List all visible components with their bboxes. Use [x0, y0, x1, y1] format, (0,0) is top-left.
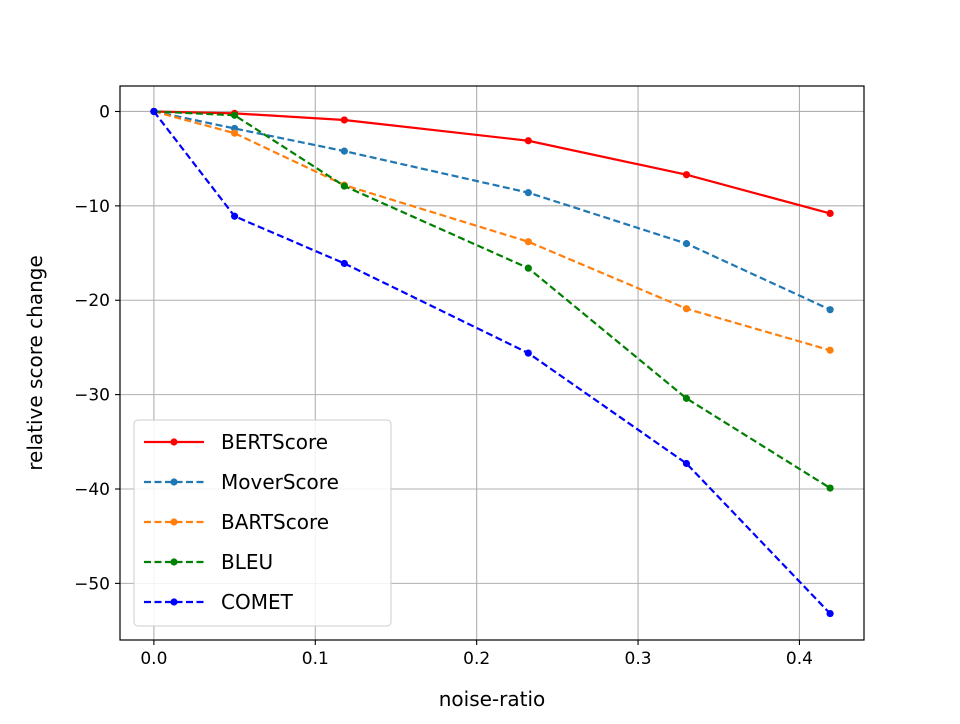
y-tick-label: −10: [74, 197, 110, 217]
series-line: [153, 110, 831, 489]
data-point: [826, 609, 834, 618]
legend-item: BARTScore: [144, 510, 329, 534]
legend-label: COMET: [221, 590, 294, 614]
series-line: [153, 110, 831, 215]
data-point: [150, 107, 158, 116]
series-bartscore: [150, 107, 834, 354]
x-tick-label: 0.0: [140, 649, 167, 669]
plot-frame: [119, 85, 865, 641]
x-tick-label: 0.2: [463, 649, 490, 669]
legend-swatch-marker: [170, 598, 178, 606]
data-point: [524, 189, 532, 197]
legend-swatch-marker: [170, 478, 178, 486]
legend-box: [133, 419, 392, 627]
data-point: [826, 209, 834, 218]
legend-item: BERTScore: [144, 430, 328, 454]
series-comet: [150, 107, 834, 618]
data-point: [682, 305, 691, 313]
data-point: [230, 212, 239, 220]
data-point: [682, 459, 691, 468]
data-point: [524, 349, 532, 357]
series-line: [153, 110, 831, 311]
data-point: [524, 137, 532, 145]
x-axis-label: noise-ratio: [439, 687, 546, 711]
data-point: [682, 394, 691, 402]
data-point: [230, 111, 239, 119]
data-point: [826, 346, 834, 354]
legend-label: BARTScore: [221, 510, 329, 534]
axis-ticks: 0.0 0.1 0.2 0.3 0.4 0 −10 −20 −30 −40 −50: [74, 102, 813, 669]
series-moverscore: [150, 107, 834, 314]
data-point: [340, 259, 348, 268]
series-layer: [150, 107, 834, 618]
y-axis-label: relative score change: [23, 255, 47, 471]
x-tick-label: 0.1: [302, 649, 329, 669]
legend-label: MoverScore: [221, 470, 339, 494]
x-tick-label: 0.4: [786, 649, 813, 669]
data-point: [826, 306, 834, 314]
legend-item: COMET: [144, 590, 294, 614]
series-line: [153, 110, 831, 352]
y-tick-label: −30: [74, 386, 110, 406]
data-point: [524, 238, 532, 246]
legend-item: MoverScore: [144, 470, 339, 494]
data-point: [340, 182, 348, 190]
data-point: [524, 264, 532, 272]
legend-swatch-marker: [170, 558, 178, 566]
legend: BERTScore MoverScore BARTScore BLEU COMET: [133, 419, 392, 627]
x-tick-label: 0.3: [625, 649, 652, 669]
legend-swatch-marker: [170, 518, 178, 526]
y-tick-label: 0: [99, 102, 110, 122]
data-point: [682, 240, 691, 248]
y-tick-label: −20: [74, 291, 110, 311]
data-point: [826, 484, 834, 492]
y-tick-label: −50: [74, 574, 110, 594]
series-bertscore: [150, 107, 834, 218]
data-point: [682, 171, 691, 179]
legend-swatch-marker: [170, 438, 178, 446]
series-line: [153, 110, 831, 615]
legend-label: BERTScore: [221, 430, 328, 454]
legend-label: BLEU: [221, 550, 273, 574]
data-point: [230, 129, 239, 137]
data-point: [340, 116, 348, 124]
legend-item: BLEU: [144, 550, 273, 574]
data-point: [340, 147, 348, 155]
y-tick-label: −40: [74, 480, 110, 500]
